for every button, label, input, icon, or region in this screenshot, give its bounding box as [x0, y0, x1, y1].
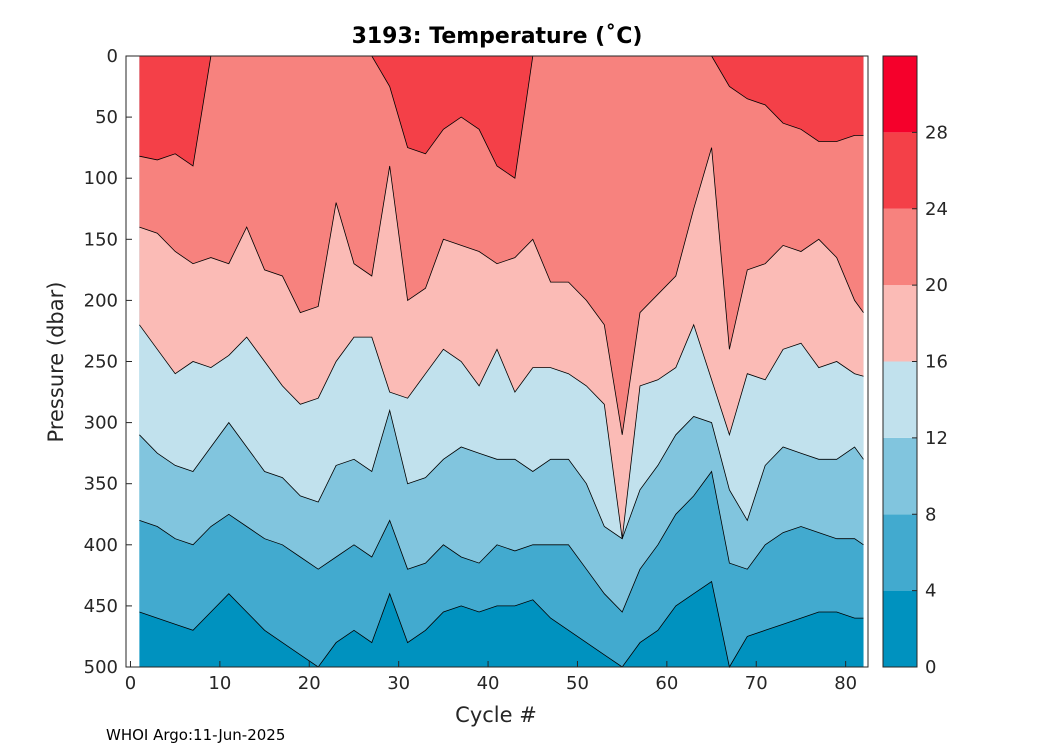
temperature-band-4: [139, 471, 864, 667]
colorbar-tick-label: 20: [925, 275, 948, 296]
contour-plot-area: 0 10 20 30 40 50 60 70 80 0 50 100 150 200 250 300 350 40…: [84, 46, 869, 694]
y-tick-label: 100: [84, 168, 118, 189]
temperature-band-16: [139, 147, 864, 539]
x-tick-label: 80: [834, 673, 857, 694]
isotherm-line-20: [139, 147, 864, 435]
y-axis-label: Pressure (dbar): [44, 281, 68, 443]
y-tick-label: 450: [84, 596, 118, 617]
colorbar-segment-0: [883, 590, 917, 667]
temperature-band-12: [139, 324, 864, 539]
x-tick-label: 20: [298, 673, 321, 694]
colorbar-segment-4: [883, 514, 917, 591]
y-tick-label: 400: [84, 535, 118, 556]
x-tick-label: 60: [655, 673, 678, 694]
chart-title: 3193: Temperature (˚C): [351, 24, 643, 49]
x-tick-label: 0: [125, 673, 136, 694]
isotherm-line-4: [139, 580, 864, 669]
colorbar-tick-label: 0: [925, 657, 936, 678]
footer-credit: WHOI Argo:11-Jun-2025: [106, 726, 286, 744]
x-tick-label: 30: [387, 673, 410, 694]
colorbar-segment-12: [883, 361, 917, 438]
temperature-band-8: [139, 410, 864, 612]
isotherm-line-16: [139, 323, 864, 539]
colorbar-tick-label: 16: [925, 352, 948, 373]
colorbar-tick-label: 24: [925, 199, 948, 220]
x-tick-label: 40: [477, 673, 500, 694]
isotherm-line-8: [139, 470, 864, 613]
colorbar-tick-label: 4: [925, 581, 936, 602]
isotherm-line-12: [139, 408, 864, 540]
colorbar-segment-28: [883, 56, 917, 133]
x-tick-label: 70: [745, 673, 768, 694]
colorbar-segment-8: [883, 437, 917, 515]
colorbar-segment-20: [883, 208, 917, 286]
colorbar-segment-16: [883, 285, 917, 362]
colorbar-segment-24: [883, 132, 917, 209]
temperature-band-20: [139, 56, 864, 435]
y-tick-label: 50: [95, 107, 118, 128]
x-axis-label: Cycle #: [455, 703, 537, 727]
colorbar-tick-label: 8: [925, 504, 936, 525]
colorbar-tick-label: 28: [925, 122, 948, 143]
x-tick-label: 10: [208, 673, 231, 694]
y-tick-label: 200: [84, 290, 118, 311]
y-tick-label: 0: [107, 46, 118, 67]
colorbar-tick-label: 12: [925, 428, 948, 449]
colorbar: 0 4 8 12 16 20 24 28: [882, 55, 948, 678]
y-tick-label: 150: [84, 229, 118, 250]
y-tick-label: 250: [84, 352, 118, 373]
y-tick-label: 500: [84, 657, 118, 678]
x-tick-label: 50: [566, 673, 589, 694]
y-tick-label: 350: [84, 474, 118, 495]
temperature-band-24: [139, 56, 864, 179]
y-tick-label: 300: [84, 413, 118, 434]
